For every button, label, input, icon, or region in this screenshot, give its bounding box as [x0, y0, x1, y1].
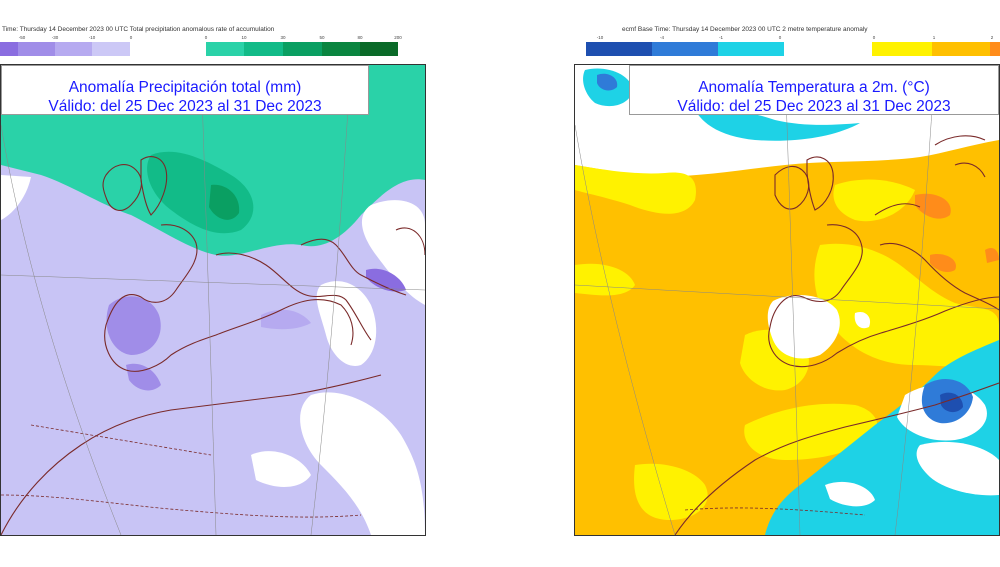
colorbar-swatch: [990, 42, 1000, 56]
right-colorbar-negative: [586, 42, 784, 56]
right-map-validity: Válido: del 25 Dec 2023 al 31 Dec 2023: [677, 98, 951, 115]
right-temperature-map: Anomalía Temperatura a 2m. (°C) Válido: …: [574, 64, 1000, 536]
colorbar-swatch: [718, 42, 784, 56]
left-map-validity: Válido: del 25 Dec 2023 al 31 Dec 2023: [48, 98, 322, 115]
right-header-text: ecmf Base Time: Thursday 14 December 202…: [622, 26, 868, 33]
tick-label: 0: [204, 35, 208, 40]
tick-label: 30: [280, 35, 286, 40]
left-precipitation-map: Anomalía Precipitación total (mm) Válido…: [0, 64, 426, 536]
left-colorbar-negative: [0, 42, 130, 56]
tick-label: 0: [872, 35, 876, 40]
left-colorbar-ticks-positive: 0 10 30 50 80 200: [204, 35, 402, 42]
tick-label: 2: [990, 35, 994, 40]
colorbar-swatch: [92, 42, 130, 56]
left-colorbar-ticks-negative: -50 -30 -10 0: [0, 35, 135, 42]
colorbar-swatch: [322, 42, 360, 56]
colorbar-swatch: [360, 42, 398, 56]
right-colorbar-positive: [872, 42, 1000, 56]
tick-label: 0: [778, 35, 782, 40]
colorbar-swatch: [244, 42, 283, 56]
tick-label: -10: [88, 35, 96, 40]
right-colorbar-ticks-positive: 0 1 2: [872, 35, 1000, 42]
tick-label: 80: [357, 35, 363, 40]
tick-label: 10: [241, 35, 247, 40]
colorbar-swatch: [586, 42, 652, 56]
colorbar-swatch: [872, 42, 932, 56]
tick-label: -1: [718, 35, 724, 40]
colorbar-swatch: [206, 42, 244, 56]
tick-label: 200: [394, 35, 402, 40]
tick-label: -10: [596, 35, 604, 40]
tick-label: -30: [51, 35, 59, 40]
colorbar-swatch: [18, 42, 55, 56]
right-colorbar-ticks-negative: -10 -4 -1 0: [586, 35, 786, 42]
colorbar-swatch: [0, 42, 18, 56]
left-map-title-box: Anomalía Precipitación total (mm) Válido…: [1, 65, 369, 115]
right-map-title: Anomalía Temperatura a 2m. (°C): [698, 79, 930, 96]
tick-label: -4: [659, 35, 665, 40]
right-map-title-box: Anomalía Temperatura a 2m. (°C) Válido: …: [629, 65, 999, 115]
colorbar-swatch: [283, 42, 322, 56]
colorbar-swatch: [652, 42, 718, 56]
left-map-title: Anomalía Precipitación total (mm): [68, 79, 302, 96]
tick-label: 0: [129, 35, 133, 40]
tick-label: -50: [18, 35, 26, 40]
tick-label: 50: [319, 35, 325, 40]
tick-label: 1: [932, 35, 936, 40]
colorbar-swatch: [55, 42, 92, 56]
colorbar-swatch: [932, 42, 990, 56]
left-colorbar-positive: [206, 42, 398, 56]
left-header-text: Time: Thursday 14 December 2023 00 UTC T…: [2, 26, 275, 33]
